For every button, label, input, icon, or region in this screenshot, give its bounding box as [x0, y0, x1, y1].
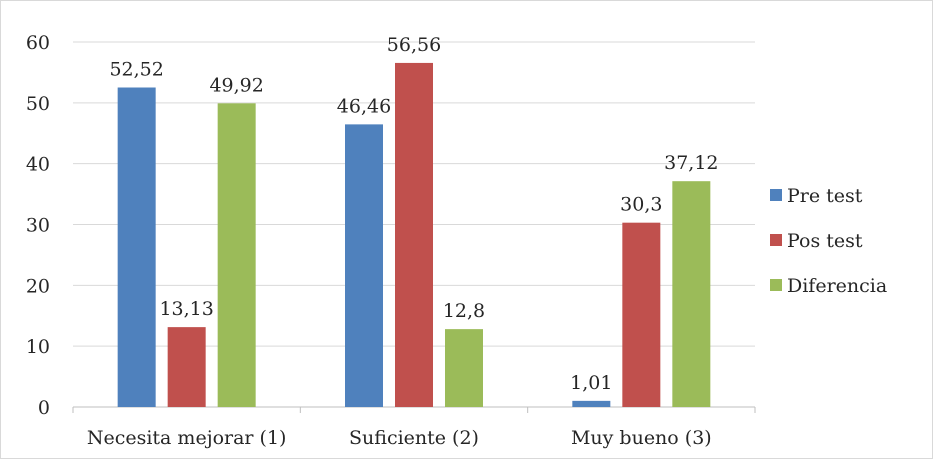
data-label-pre-test-1: 52,52 [109, 59, 163, 81]
y-tick-label-40: 40 [26, 154, 50, 176]
legend-swatch-pre-test [770, 189, 782, 201]
legend-label-pos-test: Pos test [787, 230, 863, 252]
bar-diferencia-2 [445, 329, 483, 407]
y-tick-label-20: 20 [26, 275, 50, 297]
y-tick-label-30: 30 [26, 215, 50, 237]
bar-pos-test-1 [167, 327, 206, 407]
legend-label-diferencia: Diferencia [787, 275, 887, 297]
data-label-diferencia-1: 49,92 [209, 74, 263, 96]
data-label-pre-test-2: 46,46 [337, 95, 391, 117]
data-label-diferencia-2: 12,8 [443, 300, 485, 322]
legend-label-pre-test: Pre test [787, 185, 863, 207]
y-tick-label-60: 60 [26, 32, 50, 54]
data-label-pos-test-2: 56,56 [387, 34, 441, 56]
y-tick-label-50: 50 [26, 93, 50, 115]
category-label-3: Muy bueno (3) [571, 427, 712, 449]
bar-pre-test-2 [345, 124, 383, 407]
bar-pos-test-3 [622, 222, 661, 407]
data-label-pos-test-3: 30,3 [620, 194, 662, 216]
data-label-diferencia-3: 37,12 [664, 152, 718, 174]
y-tick-label-0: 0 [38, 397, 50, 419]
data-label-pre-test-3: 1,01 [570, 372, 612, 394]
data-label-pos-test-1: 13,13 [159, 298, 213, 320]
bar-pre-test-1 [117, 87, 156, 408]
bar-pos-test-2 [395, 62, 433, 407]
y-tick-label-10: 10 [26, 336, 50, 358]
category-label-1: Necesita mejorar (1) [87, 427, 287, 449]
category-label-2: Suficiente (2) [349, 427, 479, 449]
legend-swatch-diferencia [770, 279, 782, 291]
legend-swatch-pos-test [770, 234, 782, 246]
bar-pre-test-3 [572, 400, 611, 407]
bar-diferencia-3 [672, 181, 711, 407]
bar-diferencia-1 [217, 103, 256, 407]
